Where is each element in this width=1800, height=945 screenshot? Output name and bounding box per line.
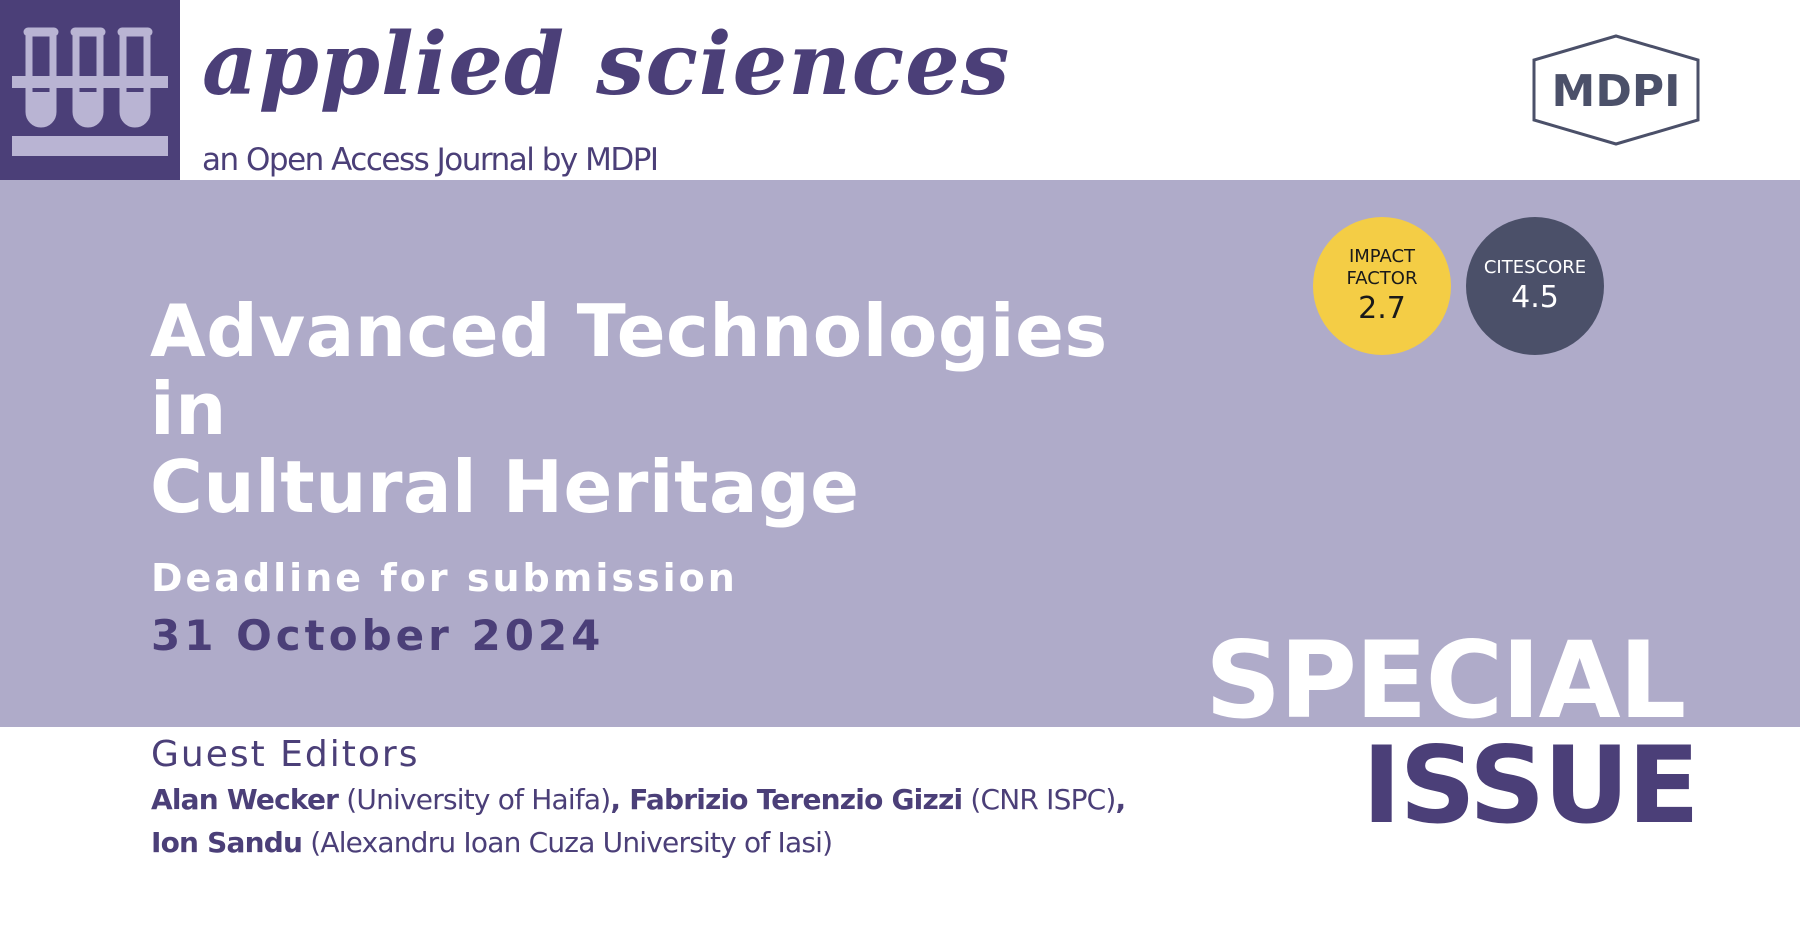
- guest-editors-line-2: Ion Sandu (Alexandru Ioan Cuza Universit…: [151, 826, 833, 859]
- test-tubes-logo-icon: [12, 27, 168, 156]
- impact-factor-label-1: IMPACT: [1348, 246, 1416, 267]
- editor-affiliation: (University of Haifa): [346, 783, 611, 816]
- title-line-1: Advanced Technologies in: [150, 289, 1108, 451]
- editor-name: Alan Wecker: [151, 783, 339, 816]
- mdpi-logo-icon: MDPI: [1532, 34, 1700, 146]
- citescore-badge: CITESCORE 4.5: [1466, 217, 1604, 355]
- journal-subtitle: an Open Access Journal by MDPI: [202, 142, 659, 178]
- issue-word: ISSUE: [1362, 724, 1700, 847]
- separator: ,: [610, 783, 630, 816]
- impact-factor-badge: IMPACT FACTOR 2.7: [1313, 217, 1451, 355]
- impact-factor-value: 2.7: [1358, 291, 1406, 326]
- editor-affiliation: (CNR ISPC): [970, 783, 1116, 816]
- guest-editors-line-1: Alan Wecker (University of Haifa), Fabri…: [151, 783, 1127, 816]
- guest-editors-heading: Guest Editors: [151, 734, 420, 775]
- journal-logo: [0, 0, 180, 180]
- publisher-name: MDPI: [1552, 66, 1681, 117]
- citescore-value: 4.5: [1511, 280, 1559, 315]
- deadline-date: 31 October 2024: [151, 611, 605, 660]
- impact-factor-label-2: FACTOR: [1346, 268, 1418, 289]
- citescore-label: CITESCORE: [1483, 257, 1587, 278]
- editor-affiliation: (Alexandru Ioan Cuza University of Iasi): [310, 826, 833, 859]
- journal-title: applied sciences: [202, 14, 1011, 115]
- separator: ,: [1115, 783, 1127, 816]
- editor-name: Fabrizio Terenzio Gizzi: [629, 783, 963, 816]
- publisher-logo: MDPI: [1526, 34, 1706, 146]
- title-line-2: Cultural Heritage: [150, 445, 860, 529]
- special-issue-title: Advanced Technologies in Cultural Herita…: [150, 292, 1150, 526]
- special-word: SPECIAL: [1205, 619, 1686, 742]
- deadline-label: Deadline for submission: [151, 556, 738, 600]
- editor-name: Ion Sandu: [151, 826, 303, 859]
